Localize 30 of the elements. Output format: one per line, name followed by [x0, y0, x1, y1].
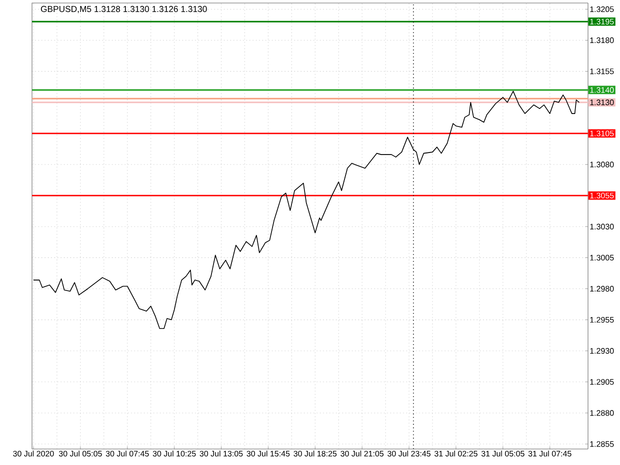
ref-line-label: 1.3055 — [590, 192, 614, 198]
x-tick-label: 31 Jul 02:25 — [434, 450, 478, 456]
x-tick-label: 30 Jul 21:05 — [340, 450, 384, 456]
y-tick-label: 1.2980 — [590, 286, 614, 292]
y-tick-label: 1.2880 — [590, 410, 614, 416]
y-tick-label: 1.3180 — [590, 37, 614, 44]
y-tick-label: 1.3030 — [590, 224, 614, 230]
y-tick-label: 1.2930 — [590, 348, 614, 354]
y-tick-label: 1.3205 — [590, 6, 614, 12]
ref-line-label: 1.3195 — [590, 18, 614, 24]
x-tick-label: 30 Jul 07:45 — [106, 450, 149, 456]
y-tick-label: 1.3155 — [590, 68, 614, 74]
x-tick-label: 30 Jul 10:25 — [152, 450, 196, 456]
x-tick-label: 31 Jul 05:05 — [481, 450, 524, 456]
chart-title: GBPUSD,M5 1.3128 1.3130 1.3126 1.3130 — [40, 6, 207, 14]
x-tick-label: 30 Jul 2020 — [13, 450, 54, 456]
x-tick-label: 30 Jul 05:05 — [58, 450, 102, 456]
y-tick-label: 1.3080 — [590, 162, 614, 168]
x-tick-label: 30 Jul 18:25 — [294, 450, 337, 456]
x-tick-label: 31 Jul 07:45 — [528, 450, 572, 456]
x-tick-label: 30 Jul 23:45 — [388, 450, 430, 456]
x-tick-label: 30 Jul 15:45 — [246, 450, 290, 456]
x-tick-label: 30 Jul 13:05 — [200, 450, 243, 456]
ref-line-label: 1.3130 — [590, 100, 614, 106]
y-tick-label: 1.2905 — [590, 379, 614, 385]
ref-line-label: 1.3140 — [590, 87, 614, 93]
y-tick-label: 1.2855 — [590, 441, 614, 447]
ref-line-label: 1.3105 — [590, 130, 614, 136]
y-tick-label: 1.2955 — [590, 316, 614, 323]
y-tick-label: 1.3005 — [590, 254, 614, 261]
